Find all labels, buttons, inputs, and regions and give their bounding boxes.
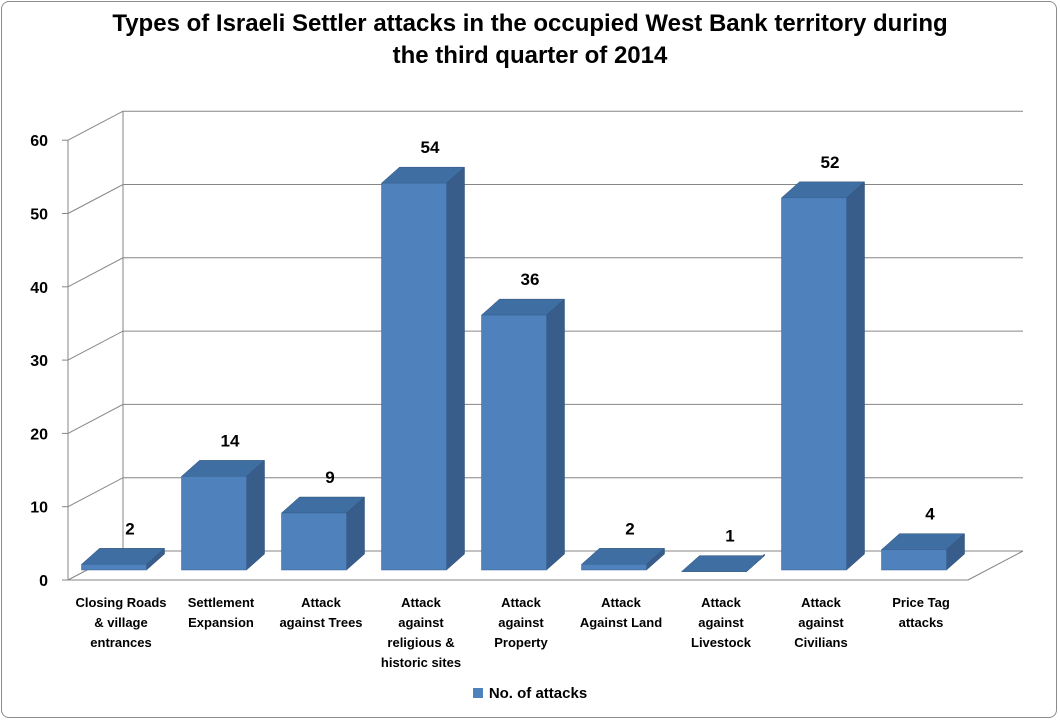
x-tick-label: Attack against Property (494, 595, 548, 650)
y-tick-label: 50 (30, 207, 48, 224)
legend-swatch (472, 688, 483, 699)
y-tick-label: 0 (39, 573, 48, 590)
x-tick-label: Attack against Trees (279, 595, 362, 630)
chart-title-line-2: the third quarter of 2014 (392, 42, 668, 69)
data-label: 9 (325, 468, 334, 487)
bar-side (546, 298, 565, 571)
data-label: 14 (221, 431, 240, 450)
data-label: 2 (625, 519, 634, 538)
bar-top (680, 555, 766, 572)
data-label: 2 (125, 519, 134, 538)
floor-right-edge (967, 550, 1024, 581)
bar (181, 476, 247, 571)
bar (381, 182, 447, 571)
x-tick-label: Attack Against Land (580, 595, 662, 630)
x-tick-label: Settlement Expansion (188, 595, 255, 630)
bar (481, 314, 547, 571)
chart-title: Types of Israeli Settler attacks in the … (0, 8, 1060, 72)
y-tick-label: 10 (30, 500, 48, 517)
y-tick-label: 60 (30, 133, 48, 150)
data-label: 36 (521, 270, 540, 289)
bar (281, 512, 347, 571)
bar (581, 564, 647, 571)
bar (881, 549, 947, 571)
bar-side (846, 181, 865, 571)
data-label: 52 (821, 153, 840, 172)
data-label: 1 (725, 527, 734, 546)
x-tick-label: Attack against religious & historic sites (381, 595, 461, 670)
data-label: 54 (421, 138, 440, 157)
gridline (67, 257, 1023, 288)
y-tick-label: 40 (30, 280, 48, 297)
bar (81, 564, 147, 571)
legend-label: No. of attacks (488, 685, 588, 702)
bar-side (446, 166, 465, 571)
y-tick-label: 30 (30, 353, 48, 370)
bar (781, 197, 847, 571)
data-label: 4 (925, 505, 935, 524)
gridline (67, 110, 1023, 141)
chart-legend: No. of attacks (0, 685, 1060, 702)
chart-title-line-1: Types of Israeli Settler attacks in the … (112, 10, 948, 37)
x-tick-label: Price Tag attacks (892, 595, 950, 630)
gridline (67, 184, 1023, 214)
x-tick-label: Attack against Civilians (794, 595, 847, 650)
y-tick-label: 20 (30, 426, 48, 443)
x-tick-label: Closing Roads & village entrances (75, 595, 166, 650)
x-tick-label: Attack against Livestock (691, 595, 752, 650)
bar-side (246, 459, 265, 571)
